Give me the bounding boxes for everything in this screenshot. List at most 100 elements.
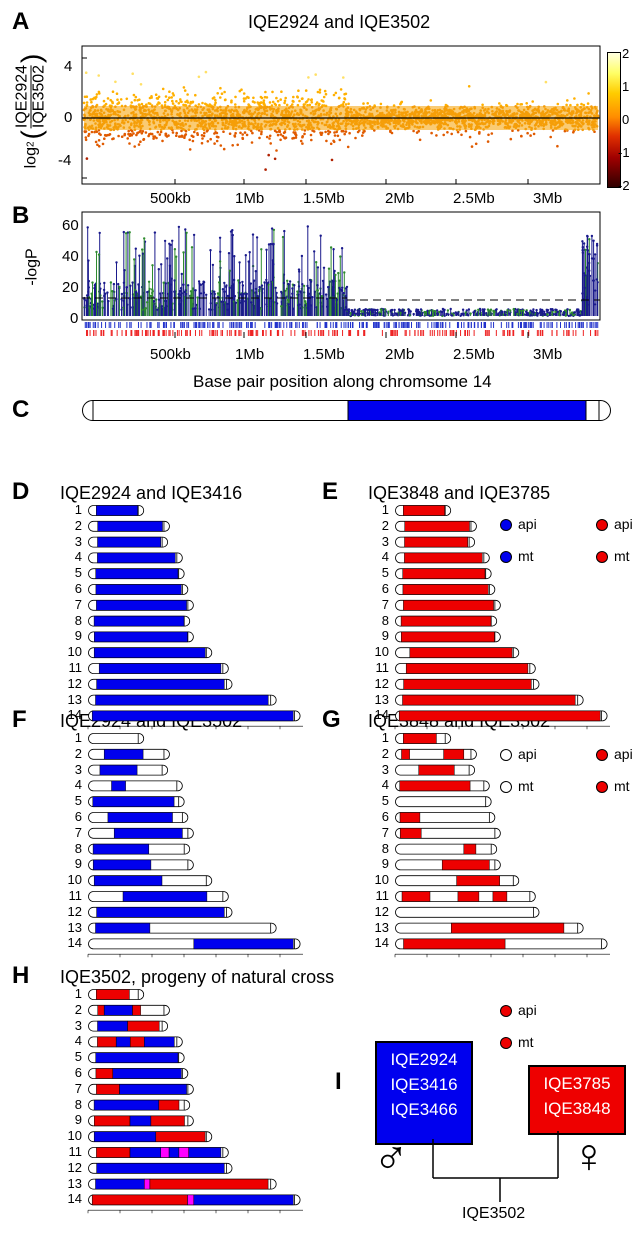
legend-h-api: api: [500, 1002, 537, 1018]
chr-number-e-10: 10: [374, 644, 389, 660]
chromosome-g-13: [395, 922, 584, 934]
chr-number-h-6: 6: [74, 1065, 82, 1080]
panel-label-a: A: [12, 8, 30, 35]
chr-number-h-11: 11: [68, 1144, 83, 1159]
legend-d-api: api: [500, 516, 537, 532]
chromosome-f-9: [88, 859, 194, 871]
chromosome-f-4: [88, 780, 183, 792]
chr-number-f-10: 10: [67, 872, 82, 888]
b-xtick-500kb: 500kb: [150, 346, 191, 363]
chr-number-d-3: 3: [74, 533, 82, 549]
chromosome-d-2: [88, 520, 170, 532]
chromosome-h-7: [88, 1083, 194, 1095]
chromosome-f-14: [88, 938, 301, 950]
colorbar-tick-0: 0: [622, 112, 630, 127]
chromosome-g-1: [395, 733, 452, 744]
chr-number-f-3: 3: [74, 761, 82, 777]
chromosome-g-14: [395, 938, 608, 950]
panel-b-rug: [84, 322, 599, 336]
chr-number-h-14: 14: [67, 1191, 82, 1207]
chr-number-g-2: 2: [381, 745, 389, 761]
karyotype-axis-g: [394, 953, 610, 958]
chr-number-h-1: 1: [74, 986, 82, 1001]
b-xtick-25mb: 2.5Mb: [453, 346, 495, 363]
a-xtick-500kb: 500kb: [150, 190, 191, 207]
chr-number-e-8: 8: [381, 612, 389, 628]
chromosome-h-11: [88, 1147, 229, 1158]
chromosome-d-3: [88, 536, 169, 548]
chromosome-g-4: [395, 780, 490, 792]
chromosome-f-3: [88, 764, 169, 776]
panel-label-b: B: [12, 202, 30, 229]
panel-c-chromosome-14: [82, 400, 611, 421]
legend-g-api: api: [596, 746, 633, 762]
chr-number-f-11: 11: [68, 888, 83, 903]
chromosome-g-8: [395, 843, 498, 855]
panel-label-g: G: [322, 706, 341, 733]
karyotype-axis-h: [87, 1209, 303, 1214]
chromosome-f-11: [88, 891, 229, 902]
chromosome-f-2: [88, 748, 170, 760]
chr-number-d-10: 10: [67, 644, 82, 660]
chromosome-d-11: [88, 663, 229, 674]
chr-number-f-8: 8: [74, 840, 82, 856]
karyotype-axis-d: [87, 725, 303, 730]
b-xtick-2mb: 2Mb: [385, 346, 415, 363]
panel-label-c: C: [12, 396, 30, 423]
legend-h-mt-dot: [500, 1037, 512, 1050]
chromosome-e-8: [395, 615, 498, 627]
panel-a-scatter-plot: [81, 45, 601, 185]
a-xtick-1mb: 1Mb: [235, 190, 265, 207]
male-parent-3: IQE3466: [390, 1100, 458, 1119]
chromosome-d-13: [88, 694, 277, 706]
b-ytick-60: 60: [62, 217, 79, 234]
chromosome-g-3: [395, 764, 476, 776]
chromosome-h-1: [88, 989, 145, 1000]
chromosome-g-2: [395, 748, 477, 760]
legend-d-api-dot: [500, 519, 512, 532]
chromosome-h-4: [88, 1036, 183, 1048]
chromosome-d-12: [88, 678, 233, 690]
legend-g-mt-label: mt: [614, 778, 630, 794]
panel-b-manhattan-plot: [81, 211, 601, 338]
chr-number-g-14: 14: [374, 935, 389, 951]
chromosome-e-4: [395, 552, 490, 564]
chr-number-d-14: 14: [67, 707, 82, 723]
panel-label-f: F: [12, 706, 27, 733]
chromosome-g-7: [395, 827, 501, 839]
panel-b-ylabel: -logP: [23, 248, 41, 286]
legend-f-mt-label: mt: [518, 778, 534, 794]
legend-h-api-label: api: [518, 1002, 537, 1018]
panel-b-xlabel: Base pair position along chromsome 14: [193, 372, 492, 391]
chr-number-h-7: 7: [74, 1080, 82, 1096]
panel-label-d: D: [12, 478, 30, 505]
chr-number-h-4: 4: [74, 1033, 82, 1049]
male-parents-box: IQE2924 IQE3416 IQE3466: [375, 1041, 473, 1145]
chromosome-e-12: [395, 678, 540, 690]
chromosome-f-12: [88, 906, 233, 918]
chr-number-g-11: 11: [375, 888, 390, 903]
panel-b-threshold-line: [82, 297, 600, 301]
chr-number-f-14: 14: [67, 935, 82, 951]
chr-number-h-3: 3: [74, 1017, 82, 1033]
chromosome-f-1: [88, 733, 145, 744]
chromosome-h-6: [88, 1068, 189, 1079]
chr-number-f-7: 7: [74, 824, 82, 840]
progeny-label: IQE3502: [462, 1205, 526, 1222]
chr-number-d-5: 5: [74, 565, 82, 581]
female-parents-box: IQE3785 IQE3848: [528, 1065, 626, 1135]
legend-f-mt-dot: [500, 781, 512, 794]
chr-number-g-3: 3: [381, 761, 389, 777]
panel-e-title: IQE3848 and IQE3785: [368, 483, 551, 503]
chr-number-g-9: 9: [381, 856, 389, 872]
panel-a-ylabel: log 2 ( IQE2924 IQE3502 ): [13, 53, 48, 169]
chromosome-d-9: [88, 631, 194, 643]
chromosome-g-12: [395, 906, 540, 918]
legend-h-api-dot: [500, 1005, 512, 1018]
legend-g-api-dot: [596, 749, 608, 762]
legend-g-mt: mt: [596, 778, 630, 794]
legend-e-api-dot: [596, 519, 608, 532]
legend-e-api: api: [596, 516, 633, 532]
colorbar-tick-2: 2: [622, 46, 630, 61]
b-ytick-20: 20: [62, 279, 79, 296]
